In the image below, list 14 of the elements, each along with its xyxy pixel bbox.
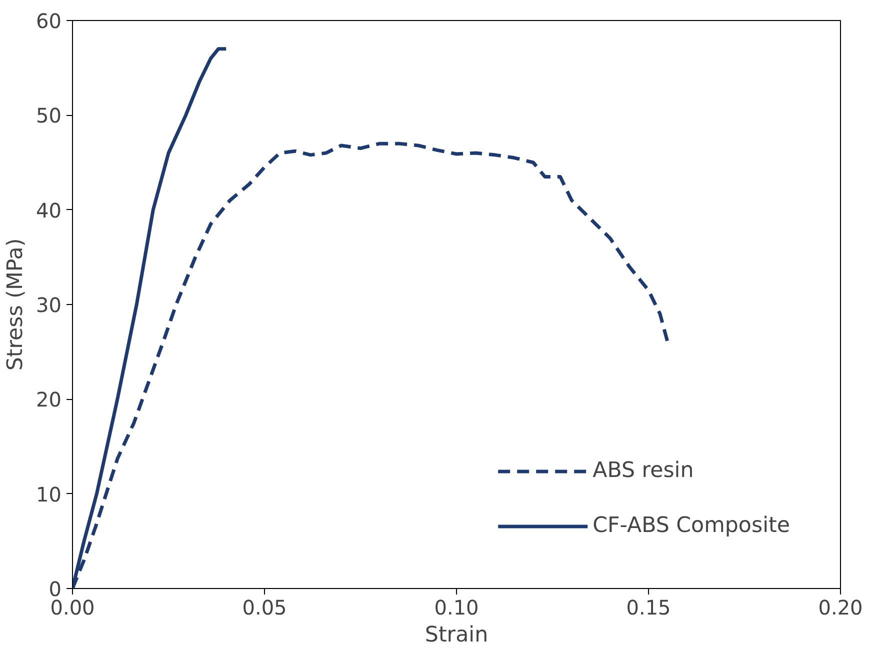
y-axis-title: Stress (MPa) (3, 238, 28, 371)
y-tick-label: 60 (36, 9, 62, 33)
x-axis-title: Strain (424, 622, 488, 648)
x-tick-label: 0.05 (242, 596, 287, 620)
y-tick-label: 10 (36, 482, 62, 506)
legend-label: CF-ABS Composite (592, 513, 790, 538)
x-tick-label: 0.10 (434, 596, 479, 620)
y-tick-label: 50 (36, 104, 62, 128)
y-tick-label: 30 (36, 293, 62, 317)
y-tick-label: 40 (36, 198, 62, 222)
x-tick-label: 0.15 (626, 596, 671, 620)
x-tick-label: 0.20 (818, 596, 863, 620)
legend-label: ABS resin (592, 458, 694, 483)
y-tick-label: 20 (36, 388, 62, 412)
